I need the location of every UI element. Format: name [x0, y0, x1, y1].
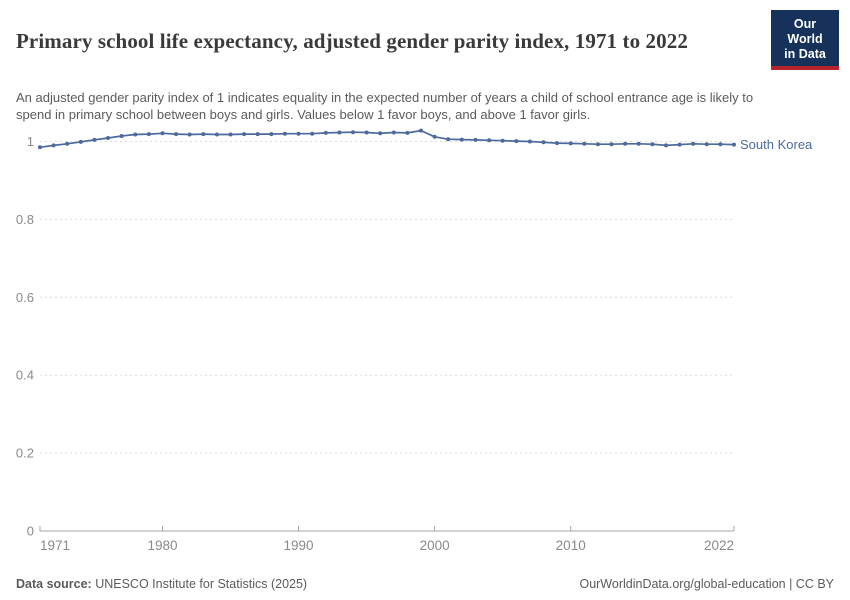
- series-line[interactable]: [39, 129, 735, 149]
- data-point[interactable]: [106, 136, 110, 140]
- y-tick-label: 0.8: [16, 212, 34, 227]
- data-point[interactable]: [609, 142, 614, 147]
- data-point[interactable]: [446, 137, 451, 142]
- data-point[interactable]: [378, 131, 383, 136]
- data-point[interactable]: [228, 132, 233, 137]
- data-point[interactable]: [351, 130, 355, 135]
- data-point[interactable]: [337, 130, 342, 135]
- x-tick-label: 2010: [556, 538, 586, 553]
- data-point[interactable]: [527, 139, 532, 144]
- data-point[interactable]: [419, 128, 423, 133]
- data-point[interactable]: [38, 145, 42, 150]
- data-point[interactable]: [92, 137, 97, 142]
- data-point[interactable]: [282, 131, 287, 136]
- data-point[interactable]: [146, 132, 151, 137]
- data-point[interactable]: [514, 139, 519, 144]
- data-point[interactable]: [623, 141, 628, 146]
- chart-footer: Data source: UNESCO Institute for Statis…: [16, 577, 834, 591]
- x-tick-label: 1971: [40, 538, 70, 553]
- data-point[interactable]: [364, 130, 369, 135]
- data-point[interactable]: [718, 142, 723, 147]
- data-point[interactable]: [119, 134, 124, 138]
- owid-logo-line2: in Data: [784, 47, 826, 61]
- data-point[interactable]: [487, 138, 492, 143]
- data-point[interactable]: [555, 141, 560, 146]
- data-point[interactable]: [677, 142, 682, 147]
- data-point[interactable]: [51, 143, 56, 148]
- data-source-label: Data source:: [16, 577, 92, 591]
- owid-logo-line1: Our World: [787, 17, 823, 46]
- owid-license-link[interactable]: OurWorldinData.org/global-education | CC…: [579, 577, 834, 591]
- data-point[interactable]: [242, 132, 247, 137]
- data-point[interactable]: [187, 132, 192, 137]
- data-point[interactable]: [160, 131, 165, 136]
- x-tick-label: 1990: [283, 538, 313, 553]
- data-point[interactable]: [595, 142, 600, 147]
- y-tick-label: 0.2: [16, 446, 34, 461]
- data-point[interactable]: [201, 132, 206, 137]
- data-point[interactable]: [650, 142, 655, 147]
- data-point[interactable]: [732, 142, 736, 147]
- data-point[interactable]: [65, 141, 70, 146]
- y-tick-label: 0.6: [16, 290, 34, 305]
- series-south-korea[interactable]: [38, 128, 736, 150]
- data-point[interactable]: [664, 143, 668, 148]
- data-point[interactable]: [582, 141, 587, 146]
- data-point[interactable]: [432, 134, 437, 139]
- x-tick-label: 2022: [704, 538, 734, 553]
- data-point[interactable]: [459, 137, 464, 142]
- owid-logo[interactable]: Our World in Data: [771, 10, 839, 70]
- data-point[interactable]: [636, 141, 641, 146]
- data-point[interactable]: [214, 132, 219, 137]
- data-point[interactable]: [473, 137, 478, 142]
- data-point[interactable]: [310, 131, 315, 136]
- data-point[interactable]: [500, 138, 505, 143]
- data-point[interactable]: [78, 139, 83, 144]
- data-point[interactable]: [568, 141, 573, 146]
- data-point[interactable]: [174, 132, 179, 137]
- data-point[interactable]: [405, 130, 410, 135]
- data-point[interactable]: [255, 132, 260, 137]
- y-tick-label: 0: [27, 524, 34, 539]
- y-tick-label: 1: [27, 134, 34, 149]
- data-point[interactable]: [269, 132, 274, 137]
- series-entity-label: South Korea: [740, 137, 813, 152]
- data-source-text: UNESCO Institute for Statistics (2025): [91, 577, 308, 591]
- x-tick-label: 2000: [420, 538, 450, 553]
- data-point[interactable]: [704, 142, 709, 147]
- y-tick-label: 0.4: [16, 368, 34, 383]
- page-title: Primary school life expectancy, adjusted…: [16, 29, 688, 54]
- data-point[interactable]: [691, 141, 696, 146]
- chart-subtitle: An adjusted gender parity index of 1 ind…: [16, 90, 754, 123]
- data-point[interactable]: [391, 130, 396, 135]
- data-point[interactable]: [296, 131, 301, 136]
- data-source: Data source: UNESCO Institute for Statis…: [16, 577, 307, 591]
- data-point[interactable]: [323, 130, 328, 135]
- data-point[interactable]: [133, 132, 138, 137]
- data-point[interactable]: [541, 140, 546, 145]
- x-tick-label: 1980: [147, 538, 177, 553]
